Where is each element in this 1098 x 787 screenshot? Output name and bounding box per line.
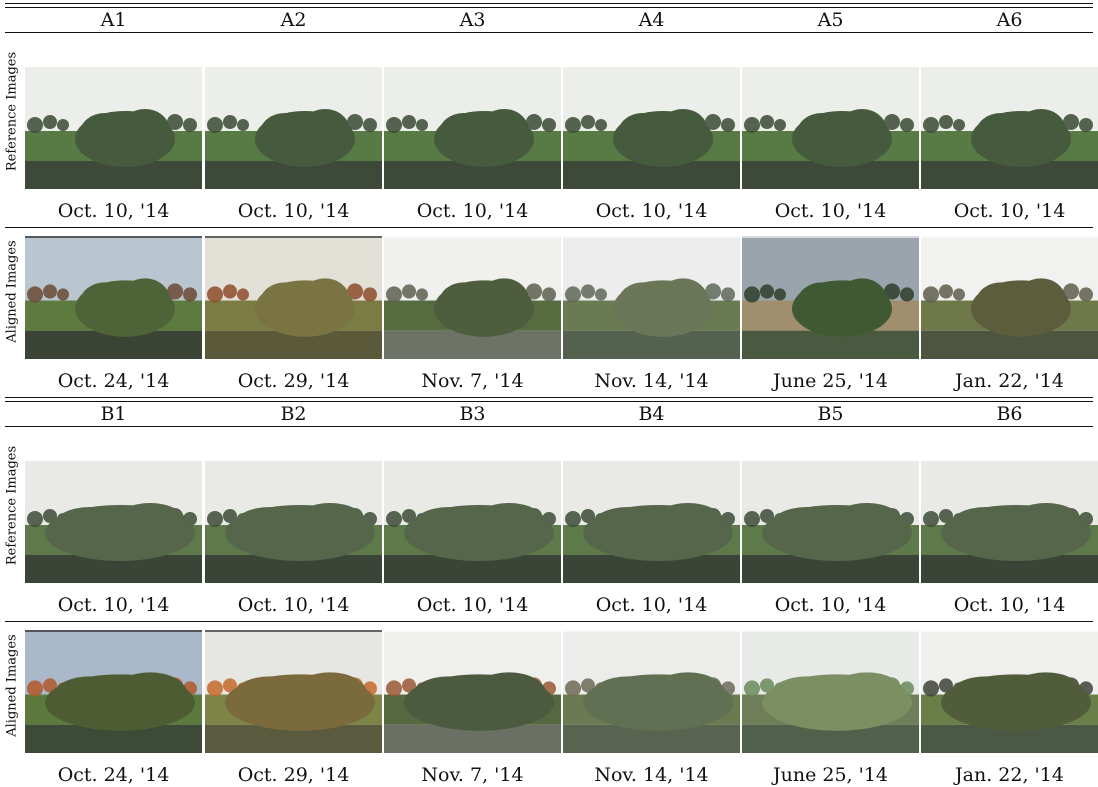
reference-image [921,67,1098,189]
aligned-date: Jan. 22, '14 [955,370,1064,392]
reference-image [384,67,561,189]
reference-date: Oct. 10, '14 [237,200,350,222]
scene-photo [384,236,561,359]
reference-image [384,461,561,583]
reference-date: Oct. 10, '14 [595,594,708,616]
column-header: A1 [100,9,127,31]
reference-date: Oct. 10, '14 [953,200,1066,222]
aligned-image [25,236,202,359]
reference-image [921,461,1098,583]
row-rule [5,621,1093,622]
scene-photo [921,236,1098,359]
reference-date: Oct. 10, '14 [57,594,170,616]
section-top-rule [5,401,1093,402]
aligned-date: Nov. 14, '14 [594,764,709,786]
scene-photo [563,236,740,359]
scene-photo [205,236,382,359]
aligned-image [921,630,1098,753]
reference-image [25,67,202,189]
reference-date: Oct. 10, '14 [953,594,1066,616]
scene-photo [921,630,1098,753]
section-top-rule [5,7,1093,8]
aligned-image [384,236,561,359]
aligned-date: Oct. 24, '14 [57,764,170,786]
scene-photo [25,630,202,753]
column-header: B2 [280,403,307,425]
aligned-date: Nov. 14, '14 [594,370,709,392]
aligned-date: Nov. 7, '14 [421,764,524,786]
scene-photo [921,67,1098,189]
section-top-rule [5,397,1093,398]
reference-date: Oct. 10, '14 [416,200,529,222]
column-header: A5 [817,9,844,31]
column-header: B1 [100,403,127,425]
scene-photo [205,461,382,583]
column-header: A6 [996,9,1023,31]
reference-date: Oct. 10, '14 [595,200,708,222]
scene-photo [742,630,919,753]
column-header: A4 [638,9,665,31]
reference-image [205,461,382,583]
aligned-date: June 25, '14 [772,370,889,392]
aligned-date: Jan. 22, '14 [955,764,1064,786]
reference-date: Oct. 10, '14 [416,594,529,616]
column-header: B3 [459,403,486,425]
column-header: A3 [459,9,486,31]
aligned-image [205,630,382,753]
scene-photo [742,67,919,189]
aligned-date: Oct. 29, '14 [237,764,350,786]
scene-photo [205,67,382,189]
column-header: A2 [280,9,307,31]
scene-photo [742,236,919,359]
aligned-image [742,630,919,753]
scene-photo [563,461,740,583]
row-label-aligned: Aligned Images [4,240,20,343]
aligned-date: June 25, '14 [772,764,889,786]
reference-image [563,67,740,189]
aligned-date: Nov. 7, '14 [421,370,524,392]
header-rule [5,32,1093,33]
scene-photo [384,630,561,753]
row-rule [5,227,1093,228]
reference-image [25,461,202,583]
aligned-image [25,630,202,753]
scene-photo [25,67,202,189]
scene-photo [921,461,1098,583]
scene-photo [25,236,202,359]
header-rule [5,426,1093,427]
aligned-image [742,236,919,359]
aligned-image [563,236,740,359]
reference-date: Oct. 10, '14 [774,200,887,222]
scene-photo [563,67,740,189]
aligned-image [563,630,740,753]
row-label-reference: Reference Images [4,51,20,172]
column-header: B5 [817,403,844,425]
reference-date: Oct. 10, '14 [57,200,170,222]
scene-photo [384,67,561,189]
row-label-reference: Reference Images [4,445,20,566]
section-top-rule [5,3,1093,4]
scene-photo [25,461,202,583]
aligned-image [205,236,382,359]
aligned-image [384,630,561,753]
aligned-date: Oct. 24, '14 [57,370,170,392]
scene-photo [384,461,561,583]
reference-image [742,461,919,583]
scene-photo [205,630,382,753]
scene-photo [563,630,740,753]
row-label-aligned: Aligned Images [4,634,20,737]
column-header: B6 [996,403,1023,425]
aligned-date: Oct. 29, '14 [237,370,350,392]
reference-image [742,67,919,189]
scene-photo [742,461,919,583]
reference-date: Oct. 10, '14 [237,594,350,616]
reference-date: Oct. 10, '14 [774,594,887,616]
reference-image [205,67,382,189]
reference-image [563,461,740,583]
column-header: B4 [638,403,665,425]
aligned-image [921,236,1098,359]
